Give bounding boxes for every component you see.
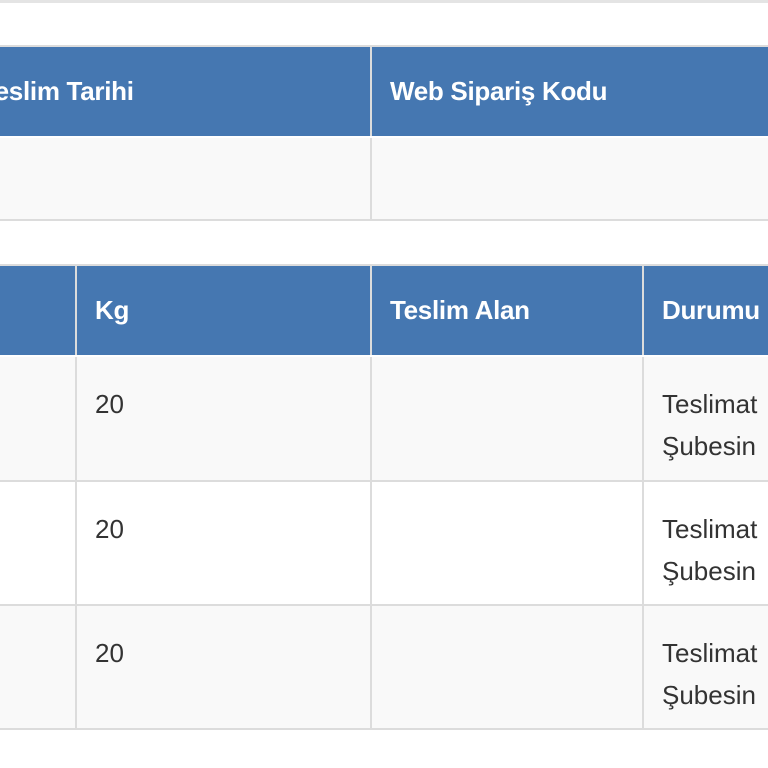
cell-durumu: Teslimat Şubesin: [644, 606, 768, 730]
cell-kg: 20: [77, 357, 372, 482]
cell-durumu: Teslimat Şubesin: [644, 482, 768, 606]
status-line: Teslimat: [662, 389, 758, 419]
table-row-cell: [0, 482, 77, 606]
table-row-cell: [0, 606, 77, 730]
status-line: Teslimat: [662, 638, 758, 668]
divider: [0, 264, 768, 266]
divider: [0, 0, 768, 3]
cell-teslim-alan: [372, 606, 644, 730]
cell-web-siparis-kodu: [372, 138, 768, 221]
header-teslim-alan: Teslim Alan: [372, 266, 644, 355]
header-kg: Kg: [77, 266, 372, 355]
header-col-1: [0, 266, 77, 355]
status-line: Teslimat: [662, 514, 758, 544]
header-web-siparis-kodu: Web Sipariş Kodu: [372, 47, 768, 136]
divider: [0, 45, 768, 47]
cell-kg: 20: [77, 482, 372, 606]
header-teslim-tarihi: Teslim Tarihi: [0, 47, 372, 136]
status-line: Şubesin: [662, 431, 756, 461]
status-line: Şubesin: [662, 680, 756, 710]
cell-durumu: Teslimat Şubesin: [644, 357, 768, 482]
cell-teslim-alan: [372, 357, 644, 482]
header-durumu: Durumu: [644, 266, 768, 355]
cell-kg: 20: [77, 606, 372, 730]
cell-teslim-alan: [372, 482, 644, 606]
cell-teslim-tarihi: [0, 138, 372, 221]
table-row-cell: [0, 357, 77, 482]
status-line: Şubesin: [662, 556, 756, 586]
